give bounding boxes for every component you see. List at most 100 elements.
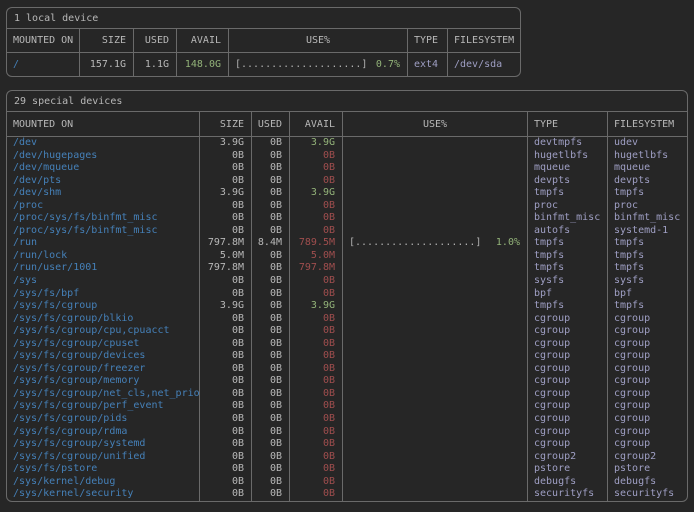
type-cell: tmpfs — [527, 237, 607, 250]
table-row: /sys/fs/pstore 0B 0B 0B pstore pstore — [7, 463, 687, 476]
filesystem-cell: debugfs — [607, 476, 687, 489]
used-cell: 0B — [251, 400, 289, 413]
table-row: /proc/sys/fs/binfmt_misc 0B 0B 0B binfmt… — [7, 212, 687, 225]
mount-point-cell: /sys/fs/cgroup/rdma — [7, 426, 199, 439]
used-cell: 0B — [251, 250, 289, 263]
usage-bar-cell — [342, 451, 527, 464]
filesystem-cell: hugetlbfs — [607, 150, 687, 163]
avail-cell: 0B — [289, 438, 342, 451]
size-cell: 0B — [199, 463, 251, 476]
mount-point-cell: /sys/fs/cgroup/unified — [7, 451, 199, 464]
table-body: /dev 3.9G 0B 3.9G devtmpfs udev /dev/hug… — [7, 137, 687, 501]
filesystem-cell: udev — [607, 137, 687, 150]
filesystem-cell: systemd-1 — [607, 225, 687, 238]
table-row: /sys/fs/cgroup/blkio 0B 0B 0B cgroup cgr… — [7, 313, 687, 326]
table-title: 29 special devices — [7, 91, 687, 112]
header-size: SIZE — [199, 112, 251, 136]
table-row: /sys/fs/cgroup/perf_event 0B 0B 0B cgrou… — [7, 400, 687, 413]
usage-bar-cell — [342, 288, 527, 301]
usage-bar: [....................] — [349, 237, 481, 250]
avail-cell: 789.5M — [289, 237, 342, 250]
table-row: /dev/shm 3.9G 0B 3.9G tmpfs tmpfs — [7, 187, 687, 200]
size-cell: 0B — [199, 325, 251, 338]
mount-point-cell: /run/user/1001 — [7, 262, 199, 275]
table-row: /run/user/1001 797.8M 0B 797.8M tmpfs tm… — [7, 262, 687, 275]
usage-bar-cell — [342, 137, 527, 150]
used-cell: 0B — [251, 175, 289, 188]
used-cell: 0B — [251, 212, 289, 225]
avail-cell: 3.9G — [289, 300, 342, 313]
mount-point-cell: /dev/pts — [7, 175, 199, 188]
size-cell: 0B — [199, 438, 251, 451]
usage-bar-cell — [342, 162, 527, 175]
filesystem-cell: cgroup — [607, 350, 687, 363]
size-cell: 0B — [199, 375, 251, 388]
filesystem-cell: cgroup — [607, 438, 687, 451]
usage-bar-cell — [342, 187, 527, 200]
table-row: /run 797.8M 8.4M 789.5M [...............… — [7, 237, 687, 250]
usage-bar-cell — [342, 476, 527, 489]
header-use-percent: USE% — [228, 29, 407, 52]
used-cell: 0B — [251, 363, 289, 376]
size-cell: 157.1G — [79, 53, 133, 76]
avail-cell: 0B — [289, 225, 342, 238]
used-cell: 0B — [251, 325, 289, 338]
type-cell: cgroup — [527, 350, 607, 363]
header-mounted-on: MOUNTED ON — [7, 112, 199, 136]
size-cell: 0B — [199, 350, 251, 363]
type-cell: hugetlbfs — [527, 150, 607, 163]
table-body: / 157.1G 1.1G 148.0G [..................… — [7, 53, 520, 76]
type-cell: securityfs — [527, 488, 607, 501]
type-cell: cgroup — [527, 325, 607, 338]
mount-point-cell: /sys/fs/cgroup/pids — [7, 413, 199, 426]
usage-percent: 1.0% — [496, 237, 520, 250]
filesystem-cell: proc — [607, 200, 687, 213]
avail-cell: 0B — [289, 325, 342, 338]
table-row: /sys 0B 0B 0B sysfs sysfs — [7, 275, 687, 288]
special-devices-table: 29 special devices MOUNTED ON SIZE USED … — [6, 90, 688, 502]
filesystem-cell: cgroup — [607, 363, 687, 376]
usage-bar-cell — [342, 413, 527, 426]
type-cell: tmpfs — [527, 262, 607, 275]
type-cell: cgroup — [527, 363, 607, 376]
filesystem-cell: binfmt_misc — [607, 212, 687, 225]
used-cell: 0B — [251, 300, 289, 313]
table-row: /proc 0B 0B 0B proc proc — [7, 200, 687, 213]
type-cell: tmpfs — [527, 300, 607, 313]
avail-cell: 0B — [289, 275, 342, 288]
filesystem-cell: tmpfs — [607, 262, 687, 275]
usage-bar-cell — [342, 363, 527, 376]
used-cell: 0B — [251, 187, 289, 200]
avail-cell: 0B — [289, 162, 342, 175]
header-type: TYPE — [407, 29, 447, 52]
usage-bar-cell — [342, 338, 527, 351]
table-row: /sys/fs/cgroup/cpu,cpuacct 0B 0B 0B cgro… — [7, 325, 687, 338]
used-cell: 0B — [251, 338, 289, 351]
usage-bar-cell — [342, 275, 527, 288]
local-devices-table: 1 local device MOUNTED ON SIZE USED AVAI… — [6, 7, 521, 77]
avail-cell: 0B — [289, 451, 342, 464]
header-used: USED — [133, 29, 176, 52]
mount-point-cell: /dev/mqueue — [7, 162, 199, 175]
size-cell: 0B — [199, 488, 251, 501]
avail-cell: 0B — [289, 338, 342, 351]
filesystem-cell: cgroup — [607, 388, 687, 401]
usage-bar-cell — [342, 438, 527, 451]
table-row: /dev/pts 0B 0B 0B devpts devpts — [7, 175, 687, 188]
table-row: /proc/sys/fs/binfmt_misc 0B 0B 0B autofs… — [7, 225, 687, 238]
size-cell: 0B — [199, 363, 251, 376]
mount-point-cell: /dev — [7, 137, 199, 150]
used-cell: 1.1G — [133, 53, 176, 76]
table-header-row: MOUNTED ON SIZE USED AVAIL USE% TYPE FIL… — [7, 112, 687, 137]
mount-point-cell: /sys/fs/cgroup/cpu,cpuacct — [7, 325, 199, 338]
header-use-percent: USE% — [342, 112, 527, 136]
avail-cell: 797.8M — [289, 262, 342, 275]
size-cell: 0B — [199, 388, 251, 401]
usage-bar-cell — [342, 375, 527, 388]
avail-cell: 3.9G — [289, 187, 342, 200]
size-cell: 0B — [199, 162, 251, 175]
mount-point-cell: /sys/fs/cgroup/freezer — [7, 363, 199, 376]
used-cell: 8.4M — [251, 237, 289, 250]
avail-cell: 0B — [289, 363, 342, 376]
used-cell: 0B — [251, 275, 289, 288]
